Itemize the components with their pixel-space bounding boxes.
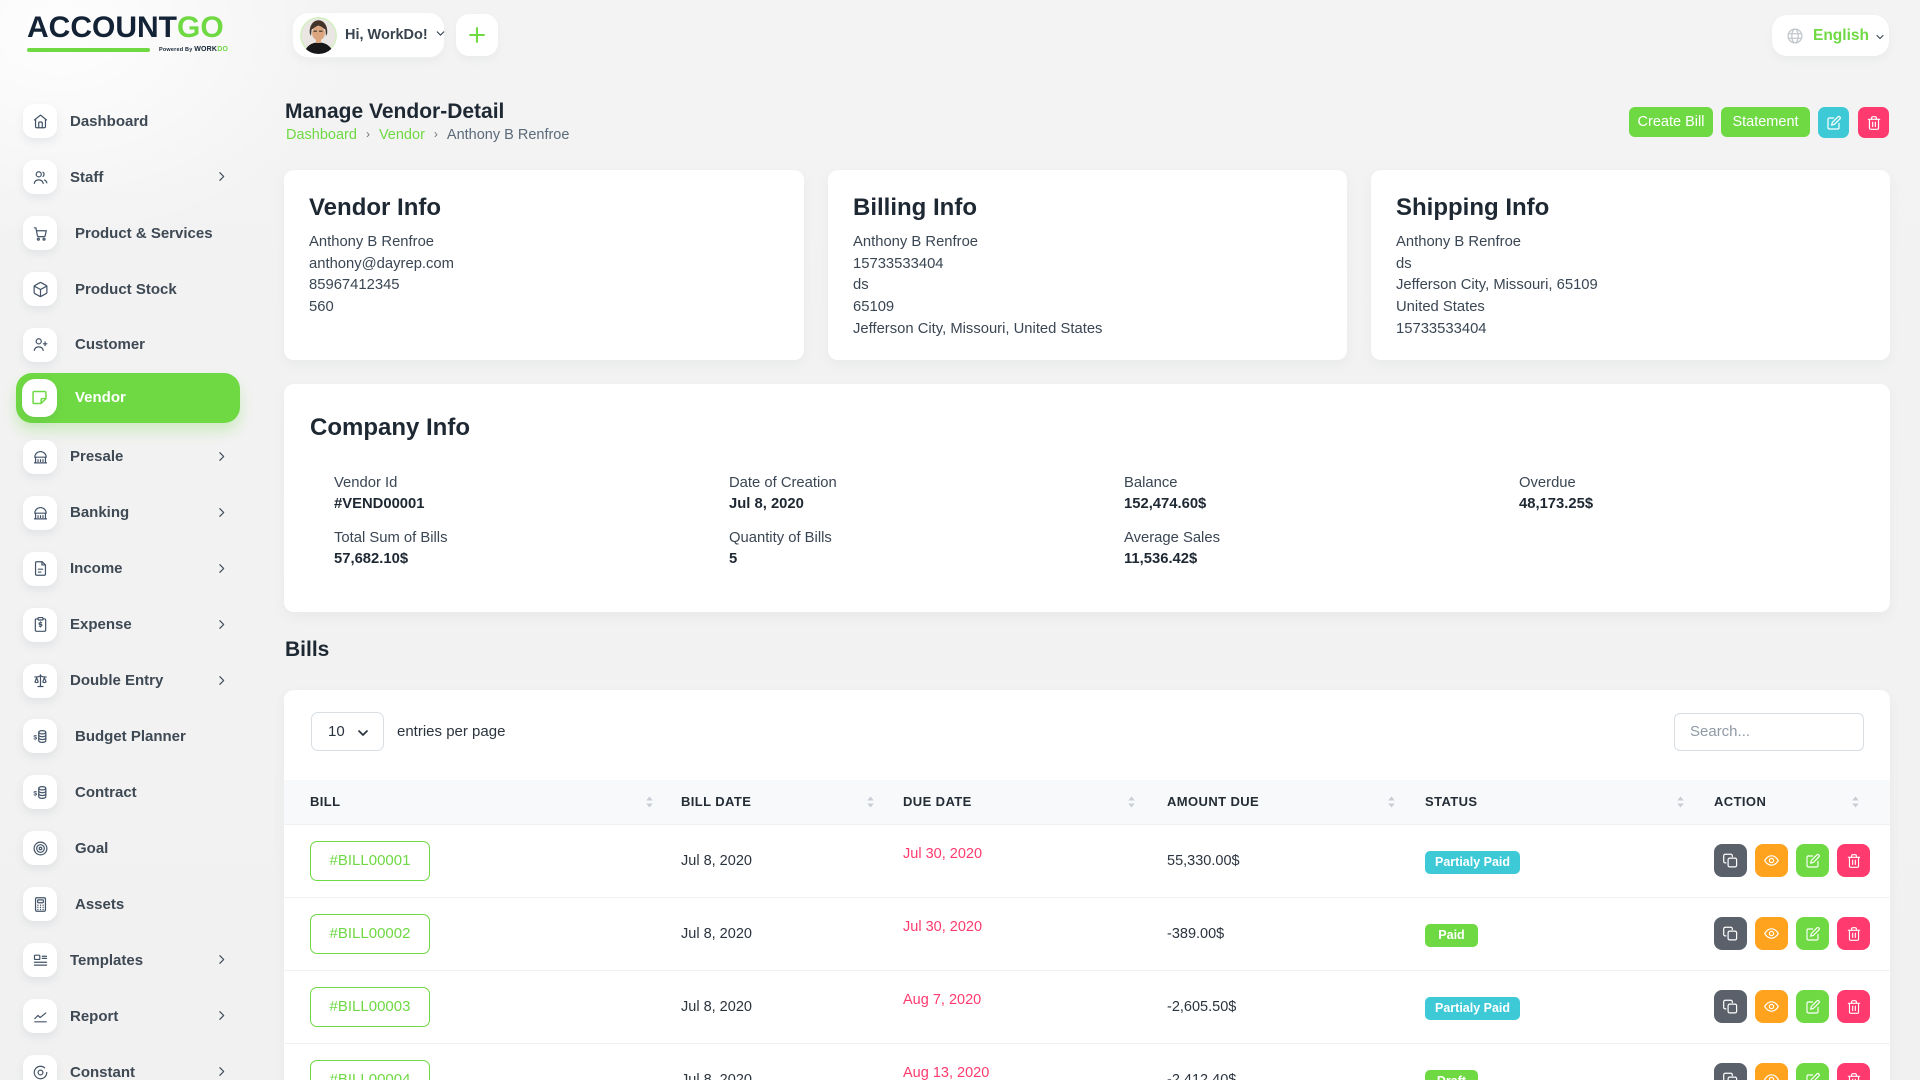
svg-text:$: $ <box>33 735 37 742</box>
svg-text:$: $ <box>33 791 37 798</box>
